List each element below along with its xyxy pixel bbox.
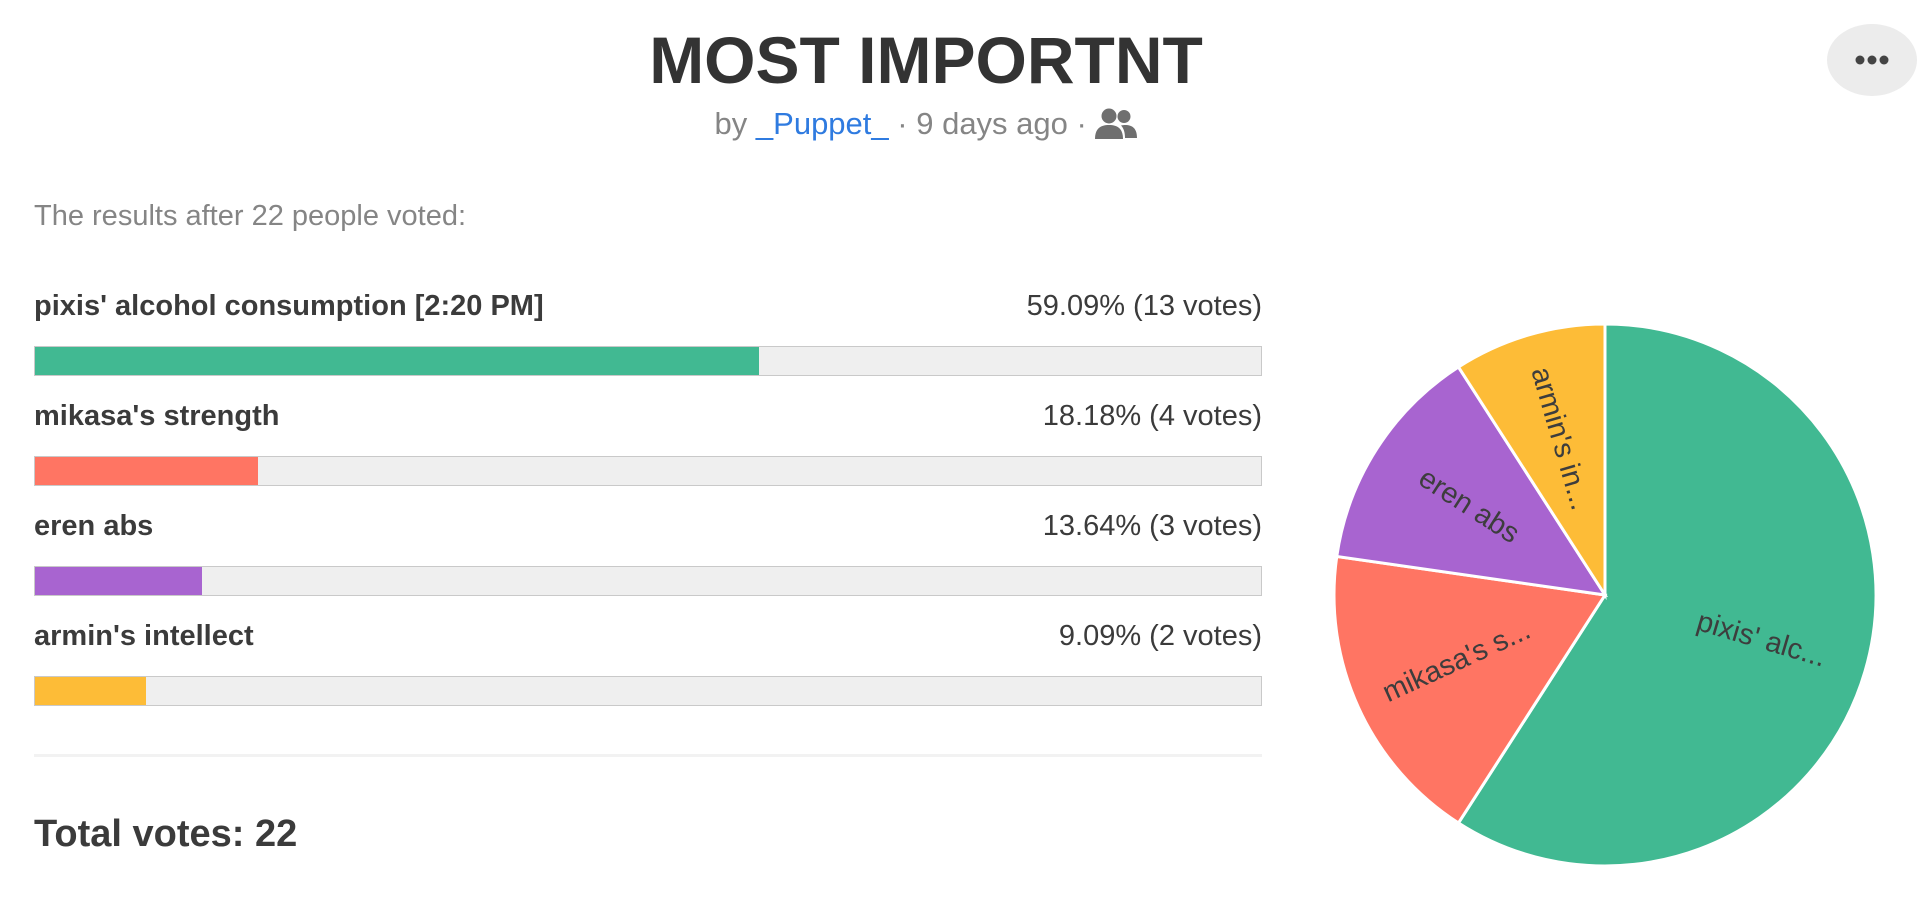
result-option: mikasa's strength 18.18% (4 votes)	[34, 400, 1262, 510]
result-bar-fill	[35, 457, 258, 485]
more-horizontal-icon	[1855, 55, 1889, 65]
poll-title: MOST IMPORTNT	[649, 23, 1203, 97]
result-option: eren abs 13.64% (3 votes)	[34, 510, 1262, 620]
poll-byline: by _Puppet_ · 9 days ago ·	[0, 104, 1852, 144]
option-result: 13.64% (3 votes)	[1042, 510, 1262, 542]
result-bar-fill	[35, 677, 147, 705]
pie-slice	[1456, 322, 1607, 601]
results-intro: The results after 22 people voted:	[34, 200, 467, 232]
result-option: pixis' alcohol consumption [2:20 PM] 59.…	[34, 290, 1262, 400]
divider	[34, 754, 1262, 757]
result-bar-fill	[35, 567, 203, 595]
result-bar-track	[34, 566, 1262, 596]
option-label: mikasa's strength	[34, 400, 280, 432]
option-result: 59.09% (13 votes)	[1026, 290, 1262, 322]
option-label: eren abs	[34, 510, 154, 542]
byline-prefix: by	[714, 106, 748, 141]
author-link[interactable]: _Puppet_	[755, 106, 889, 141]
option-result: 18.18% (4 votes)	[1042, 400, 1262, 432]
pie-chart: pixis' alc... mikasa's s... eren abs armin'…	[1330, 320, 1880, 870]
option-label: armin's intellect	[34, 620, 254, 652]
byline-separator-2: ·	[1076, 106, 1087, 141]
more-options-button[interactable]	[1827, 24, 1917, 96]
users-icon	[1095, 108, 1138, 139]
result-bar-track	[34, 346, 1262, 376]
result-bar-track	[34, 676, 1262, 706]
result-bar-fill	[35, 347, 760, 375]
poll-age: 9 days ago	[916, 106, 1068, 141]
total-votes: Total votes: 22	[34, 813, 298, 855]
byline-separator: ·	[897, 106, 908, 141]
option-result: 9.09% (2 votes)	[1058, 620, 1262, 652]
result-bar-track	[34, 456, 1262, 486]
option-label: pixis' alcohol consumption [2:20 PM]	[34, 290, 544, 322]
pie-chart-svg: pixis' alc...mikasa's s...eren abs armin'…	[1332, 322, 1878, 868]
pie-slice	[1456, 322, 1878, 868]
result-option: armin's intellect 9.09% (2 votes)	[34, 620, 1262, 730]
pie-slice	[1332, 554, 1608, 826]
results-list: pixis' alcohol consumption [2:20 PM] 59.…	[34, 290, 1262, 730]
pie-slice	[1335, 364, 1609, 597]
